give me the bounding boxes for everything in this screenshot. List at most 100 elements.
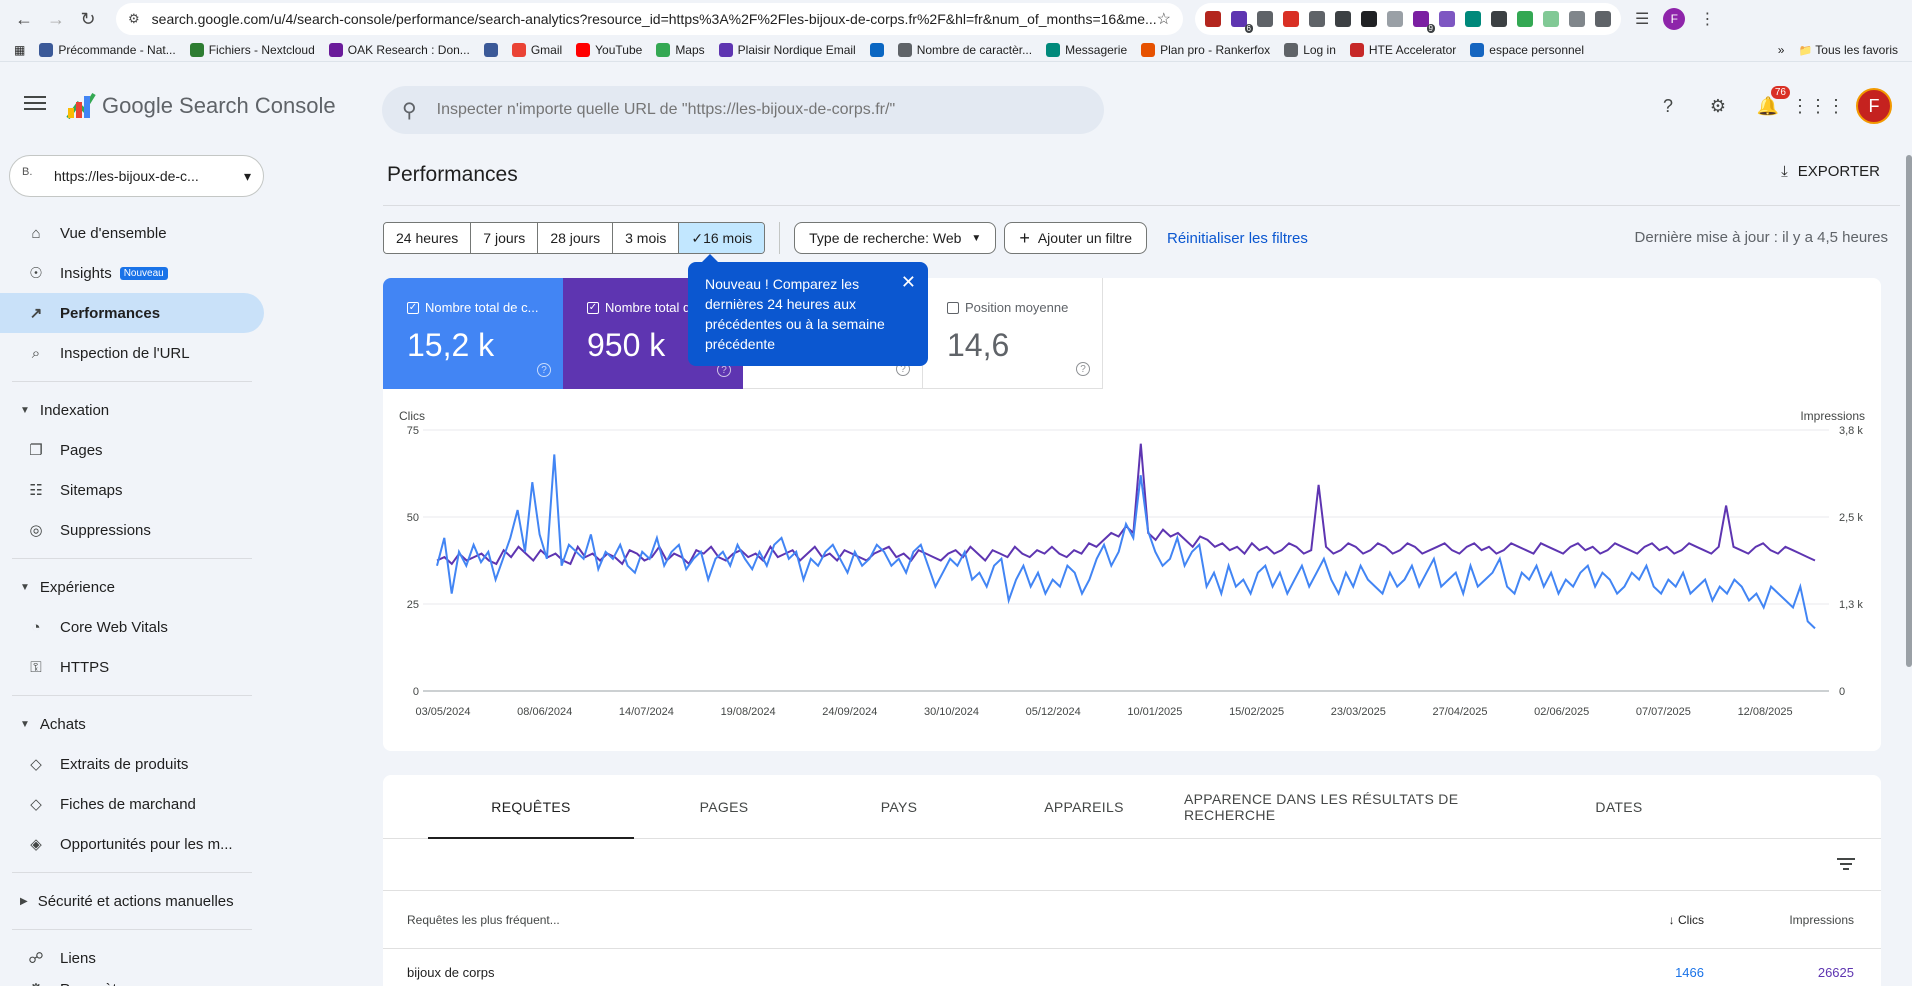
sidebar-item[interactable]: ↗ Performances (0, 293, 264, 333)
ext-red2-icon[interactable] (1283, 11, 1299, 27)
tab-2[interactable]: PAYS (880, 798, 918, 815)
pen-icon[interactable] (1335, 11, 1351, 27)
reset-filters-link[interactable]: Réinitialiser les filtres (1167, 229, 1308, 247)
ext-s-icon[interactable] (1439, 11, 1455, 27)
table-row[interactable]: bijoux de corps 1466 26625 (383, 949, 1881, 986)
apps-grid-icon[interactable]: ▦ (14, 42, 26, 57)
bookmark-item[interactable]: Log in (1284, 42, 1336, 57)
ext-diamond-icon[interactable]: 9 (1413, 11, 1435, 33)
tab-3[interactable]: APPAREILS (1044, 798, 1124, 815)
range-4[interactable]: ✓ 16 mois (679, 223, 765, 253)
url-inspect-search[interactable]: ⚲ (382, 86, 1104, 134)
bookmark-item[interactable]: OAK Research : Don... (328, 42, 470, 57)
sidebar-item[interactable]: ⚿ HTTPS (0, 647, 264, 687)
tab-4[interactable]: APPARENCE DANS LES RÉSULTATS DE RECHERCH… (1184, 790, 1459, 823)
filter-list-icon[interactable] (1837, 855, 1855, 873)
export-button[interactable]: ⤓ EXPORTER (1781, 163, 1880, 180)
help-icon[interactable]: ? (1662, 95, 1673, 116)
help-icon[interactable]: ? (537, 363, 551, 377)
sidebar-section-header[interactable]: ▼ Indexation (0, 390, 264, 430)
range-2[interactable]: 28 jours (538, 223, 614, 253)
sidebar-section-header[interactable]: ▼ Achats (0, 704, 264, 744)
search-type-chip[interactable]: Type de recherche: Web ▼ (794, 222, 997, 254)
address-url[interactable]: search.google.com/u/4/search-console/per… (151, 11, 1157, 27)
bookmark-item[interactable]: Maps (656, 42, 705, 57)
ext-purple-icon[interactable]: 6 (1231, 11, 1253, 33)
reading-list-icon[interactable]: ☰ (1635, 11, 1650, 28)
forward-icon[interactable]: → (47, 8, 65, 29)
col-clicks[interactable]: ↓ Clics (1668, 912, 1704, 927)
bookmark-item[interactable]: Fichiers - Nextcloud (189, 42, 315, 57)
notifications-icon[interactable]: 🔔 76 (1756, 86, 1790, 118)
ext-globe-icon[interactable] (1465, 11, 1481, 27)
checkbox-checked-icon[interactable]: ✓ (587, 301, 599, 314)
manage-users-icon[interactable]: ⚙ (1709, 95, 1727, 116)
gsc-logo[interactable]: Google Search Console (66, 92, 336, 120)
ext-red-icon[interactable] (1205, 11, 1221, 27)
checkbox-icon[interactable] (947, 301, 959, 314)
sidebar-item[interactable]: ⌕ Inspection de l'URL (0, 333, 264, 373)
sidebar-section-security[interactable]: ▶ Sécurité et actions manuelles (0, 881, 264, 921)
puzzle-icon[interactable] (1595, 11, 1611, 27)
bookmark-item[interactable]: Nombre de caractèr... (897, 42, 1032, 57)
url-inspect-input[interactable] (436, 101, 1037, 119)
page-scrollbar[interactable] (1906, 155, 1912, 667)
bookmark-item[interactable]: Précommande - Nat... (39, 42, 176, 57)
add-filter-button[interactable]: + Ajouter un filtre (1004, 222, 1147, 254)
sidebar-item[interactable]: ◈ Opportunités pour les m... (0, 824, 264, 864)
sidebar-item-links[interactable]: ☍ Liens (0, 938, 264, 978)
col-impressions[interactable]: Impressions (1789, 912, 1854, 927)
ext-green-icon[interactable] (1543, 11, 1559, 27)
browser-profile-avatar[interactable]: F (1663, 8, 1686, 30)
main-menu-icon[interactable] (24, 92, 46, 114)
sidebar-item[interactable]: ⌂ Vue d'ensemble (0, 213, 264, 253)
all-bookmarks[interactable]: 📁 Tous les favoris (1798, 43, 1898, 57)
ext-dollar-icon[interactable] (1517, 11, 1533, 27)
bookmarks-overflow[interactable]: » (1777, 42, 1785, 57)
sidebar-item[interactable]: ◎ Suppressions (0, 510, 264, 550)
help-icon[interactable]: ? (1076, 362, 1090, 376)
sidebar-item[interactable]: ◔ Core Web Vitals (0, 607, 264, 647)
address-bar[interactable]: ⚙ search.google.com/u/4/search-console/p… (116, 3, 1183, 35)
sidebar-item-settings[interactable]: ⚙ Paramètres (0, 978, 264, 986)
bookmark-item[interactable]: YouTube (576, 42, 642, 57)
metric-tile[interactable]: Position moyenne 14,6? (923, 278, 1103, 389)
range-3[interactable]: 3 mois (613, 223, 680, 253)
sidebar-item[interactable]: ☷ Sitemaps (0, 470, 264, 510)
ext-doc-icon[interactable] (1387, 11, 1403, 27)
tab-5[interactable]: DATES (1595, 798, 1643, 815)
sidebar-item[interactable]: ☉ Insights Nouveau (0, 253, 264, 293)
col-query[interactable]: Requêtes les plus fréquent... (407, 912, 560, 927)
camera-icon[interactable] (1257, 11, 1273, 27)
checkbox-checked-icon[interactable]: ✓ (407, 301, 419, 314)
metric-tile[interactable]: ✓ Nombre total de c... 15,2 k? (383, 278, 563, 389)
bookmark-item[interactable] (483, 42, 498, 57)
site-info-icon[interactable]: ⚙ (128, 11, 140, 26)
bookmark-item[interactable]: Plan pro - Rankerfox (1141, 42, 1270, 57)
close-icon[interactable]: ✕ (900, 272, 916, 292)
range-1[interactable]: 7 jours (471, 223, 539, 253)
bookmark-item[interactable]: Messagerie (1046, 42, 1127, 57)
apps-icon[interactable]: ⋮⋮⋮ (1791, 95, 1845, 116)
browser-menu-icon[interactable]: ⋮ (1699, 11, 1716, 28)
bookmark-item[interactable]: Gmail (511, 42, 562, 57)
bookmark-item[interactable]: Plaisir Nordique Email (718, 42, 856, 57)
sidebar-item[interactable]: ❐ Pages (0, 430, 264, 470)
ext-grey-s-icon[interactable] (1569, 11, 1585, 27)
tab-0[interactable]: REQUÊTES (428, 775, 634, 839)
sidebar-item[interactable]: ◇ Fiches de marchand (0, 784, 264, 824)
code-icon[interactable] (1309, 11, 1325, 27)
bookmark-item[interactable]: HTE Accelerator (1349, 42, 1456, 57)
ext-a-icon[interactable] (1361, 11, 1377, 27)
property-selector[interactable]: B. https://les-bijoux-de-c... ▾ (9, 155, 264, 197)
bookmark-item[interactable] (869, 42, 884, 57)
sidebar-item[interactable]: ◇ Extraits de produits (0, 744, 264, 784)
tab-1[interactable]: PAGES (699, 798, 749, 815)
back-icon[interactable]: ← (15, 8, 33, 29)
range-0[interactable]: 24 heures (384, 223, 472, 253)
ext-car-icon[interactable] (1491, 11, 1507, 27)
account-avatar[interactable]: F (1856, 88, 1892, 124)
sidebar-section-header[interactable]: ▼ Expérience (0, 567, 264, 607)
bookmark-item[interactable]: espace personnel (1470, 42, 1584, 57)
reload-icon[interactable]: ↻ (80, 8, 96, 29)
